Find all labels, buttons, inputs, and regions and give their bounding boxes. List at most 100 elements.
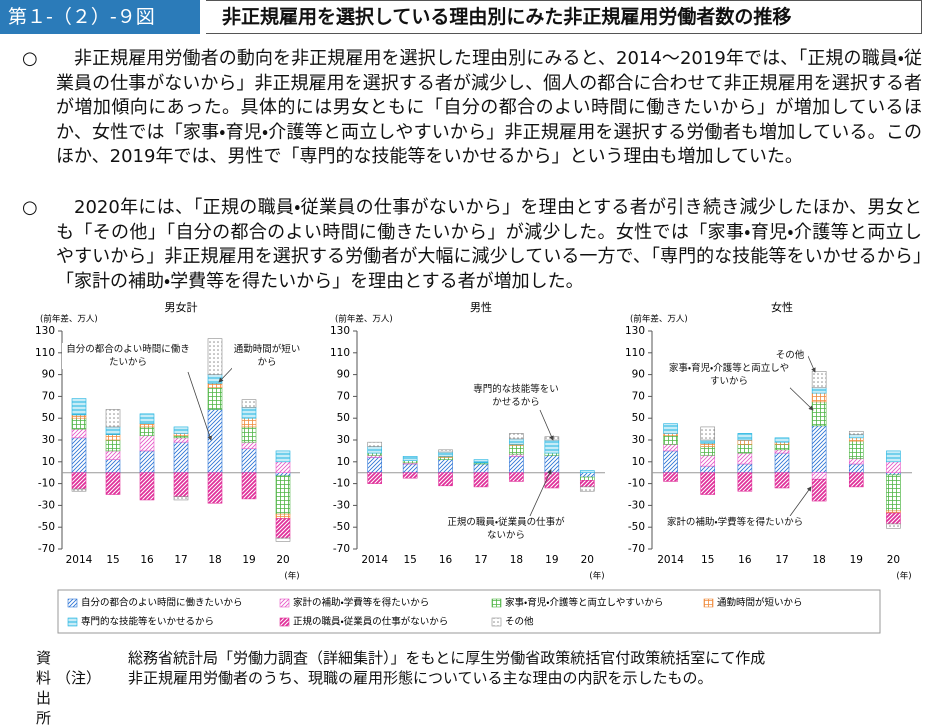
bar-segment bbox=[367, 452, 383, 456]
legend-label: 家計の補助・学費等を得たいから bbox=[293, 597, 429, 609]
annotation: 正規の職員・従業員の仕事がないから bbox=[447, 516, 565, 542]
y-tick-label: 90 bbox=[42, 369, 55, 381]
y-tick-label: 130 bbox=[35, 325, 55, 337]
x-tick-label: 18 bbox=[510, 554, 523, 566]
annotation: 通勤時間が短いから bbox=[232, 343, 302, 369]
bar-segment bbox=[886, 474, 901, 512]
y-tick-label: 30 bbox=[632, 434, 645, 446]
y-tick-label: 70 bbox=[42, 390, 55, 402]
bar-segment bbox=[579, 472, 595, 478]
bar-segment bbox=[367, 472, 383, 484]
bar-segment bbox=[579, 470, 595, 473]
annotation-arrow bbox=[529, 469, 552, 517]
bullet-paragraph: ○ 2020年には、「正規の職員・従業員の仕事がないから」を理由とする者が引き続… bbox=[22, 196, 922, 294]
bar-segment bbox=[473, 463, 489, 474]
bar-segment bbox=[473, 472, 489, 488]
y-tick-label: 110 bbox=[330, 347, 350, 359]
bar-segment bbox=[700, 454, 716, 467]
bar-segment bbox=[438, 459, 453, 473]
y-tick-label: 130 bbox=[625, 325, 645, 337]
bar-segment bbox=[438, 457, 453, 460]
x-tick-label: 16 bbox=[439, 554, 453, 566]
legend-label: 正規の職員・従業員の仕事がないから bbox=[293, 616, 448, 628]
bullet-text: 非正規雇用労働者の動向を非正規雇用を選択した理由別にみると、2014～2019年… bbox=[56, 48, 922, 167]
x-tick-label: 20 bbox=[581, 554, 594, 566]
y-axis-label: (前年差、万人) bbox=[630, 314, 688, 325]
x-tick-label: 17 bbox=[775, 554, 788, 566]
bar-segment bbox=[275, 513, 291, 519]
bullet-paragraph: ○ 非正規雇用労働者の動向を非正規雇用を選択した理由別にみると、2014～201… bbox=[22, 47, 922, 170]
x-tick-label: 16 bbox=[738, 554, 752, 566]
y-tick-label: 70 bbox=[337, 390, 350, 402]
bar-segment bbox=[700, 439, 716, 444]
bar-segment bbox=[275, 450, 291, 463]
bar-segment bbox=[544, 439, 560, 454]
legend-frame bbox=[57, 589, 881, 634]
bar-segment bbox=[886, 523, 901, 529]
bar-segment bbox=[886, 461, 901, 473]
y-tick-label: -30 bbox=[628, 499, 645, 511]
bar-segment bbox=[774, 452, 790, 473]
bar-segment bbox=[207, 409, 223, 474]
note-text: 非正規雇用労働者のうち、現職の雇用形態についている主な理由の内訳を示したもの。 bbox=[128, 669, 713, 687]
annotation: 自分の都合のよい時間に働きたいから bbox=[62, 343, 194, 369]
bar-segment bbox=[71, 417, 87, 430]
legend-swatch bbox=[279, 598, 290, 608]
bar-segment bbox=[139, 413, 155, 424]
legend-label: その他 bbox=[505, 616, 534, 628]
bar-segment bbox=[579, 486, 595, 492]
bar-segment bbox=[105, 459, 121, 473]
legend-label: 専門的な技能等をいかせるから bbox=[81, 616, 214, 628]
bar-segment bbox=[71, 414, 87, 419]
bar-segment bbox=[139, 450, 155, 473]
bar-segment bbox=[811, 425, 827, 473]
legend-swatch bbox=[491, 617, 502, 627]
x-axis-label: (年) bbox=[896, 571, 911, 582]
bar-segment bbox=[105, 450, 121, 460]
source-label: 資料出所 bbox=[36, 649, 52, 727]
x-tick-label: 20 bbox=[887, 554, 900, 566]
bar-segment bbox=[737, 444, 753, 454]
y-tick-label: 50 bbox=[42, 412, 55, 424]
bar-segment bbox=[275, 518, 291, 539]
bar-segment bbox=[663, 472, 678, 482]
annotation-arrow bbox=[539, 409, 554, 441]
y-tick-label: 130 bbox=[330, 325, 350, 337]
y-axis-label: (前年差、万人) bbox=[335, 314, 393, 325]
bar-segment bbox=[509, 433, 524, 440]
bar-segment bbox=[207, 338, 223, 375]
bar-segment bbox=[700, 472, 716, 495]
bar-segment bbox=[737, 452, 753, 465]
bar-segment bbox=[241, 406, 257, 419]
bar-segment bbox=[402, 460, 418, 464]
legend-swatch bbox=[67, 617, 78, 627]
bar-segment bbox=[438, 451, 453, 457]
annotation: 家計の補助・学費等を得たいから bbox=[665, 516, 805, 529]
bar-segment bbox=[241, 448, 257, 474]
y-tick-label: -50 bbox=[333, 521, 350, 533]
chart-title: 男女計 bbox=[165, 300, 198, 314]
bar-segment bbox=[173, 433, 189, 436]
bar-segment bbox=[663, 450, 678, 473]
bar-segment bbox=[509, 453, 524, 457]
bar-segment bbox=[848, 434, 864, 439]
bar-segment bbox=[207, 472, 223, 504]
bar-segment bbox=[402, 456, 418, 462]
bar-segment bbox=[737, 463, 753, 474]
bar-segment bbox=[811, 472, 827, 480]
bar-segment bbox=[663, 435, 678, 445]
bar-segment bbox=[774, 437, 790, 443]
bar-segment bbox=[848, 437, 864, 442]
bar-segment bbox=[774, 444, 790, 451]
bar-segment bbox=[700, 465, 716, 474]
bar-segment bbox=[275, 461, 291, 473]
bar-segment bbox=[207, 374, 223, 384]
x-tick-label: 2014 bbox=[657, 554, 684, 566]
bar-segment bbox=[71, 398, 87, 416]
bar-segment bbox=[275, 475, 291, 515]
bar-segment bbox=[848, 472, 864, 488]
x-tick-label: 15 bbox=[701, 554, 714, 566]
note-label: （注） bbox=[56, 669, 102, 687]
bar-segment bbox=[509, 445, 524, 455]
